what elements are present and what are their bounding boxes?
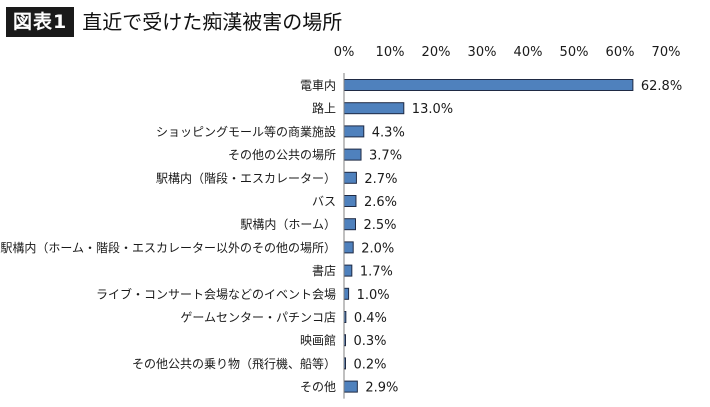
category-label: その他の公共の場所 [228,148,336,162]
bar [343,241,354,254]
data-label: 1.7% [360,265,393,280]
category-label: 書店 [312,264,336,278]
bar [343,102,405,115]
category-label: 駅構内（ホーム・階段・エスカレーター以外のその他の場所） [0,240,336,255]
x-tick-label: 40% [514,45,543,60]
category-label: その他公共の乗り物（飛行機、船等） [132,356,336,371]
data-label: 2.7% [364,172,397,187]
data-label: 1.0% [357,288,390,303]
bar [343,171,357,184]
x-tick-label: 30% [468,45,497,60]
data-label: 3.7% [369,149,402,164]
x-tick-label: 70% [652,45,681,60]
data-label: 2.9% [365,381,398,396]
category-label: ショッピングモール等の商業施設 [156,124,336,139]
data-label: 0.4% [354,311,387,326]
x-tick-label: 20% [422,45,451,60]
category-label: 路上 [312,101,336,116]
bar [343,380,358,393]
bar [343,218,356,231]
category-label: ゲームセンター・パチンコ店 [180,311,336,325]
bar [343,287,350,300]
category-label: 映画館 [300,333,336,348]
category-label: 駅構内（ホーム） [240,218,336,232]
chart-title: 直近で受けた痴漢被害の場所 [82,10,343,34]
bar [343,79,634,91]
bar [343,264,353,277]
bar [343,148,362,161]
chart-header: 図表1 直近で受けた痴漢被害の場所 [6,6,342,38]
x-tick-label: 0% [334,45,355,60]
data-label: 62.8% [641,79,682,94]
category-label: その他 [300,380,336,394]
data-label: 0.2% [354,357,387,372]
data-label: 2.5% [364,218,397,233]
data-label: 2.6% [364,195,397,210]
data-label: 13.0% [412,102,453,117]
category-label: 駅構内（階段・エスカレーター） [156,170,336,185]
x-tick-label: 50% [560,45,589,60]
bar [343,125,365,138]
category-label: 電車内 [300,79,336,93]
category-label: バス [312,195,336,209]
bar [343,195,357,207]
data-label: 2.0% [361,241,394,256]
figure-badge: 図表1 [6,7,75,37]
category-label: ライブ・コンサート会場などのイベント会場 [96,286,336,301]
x-tick-label: 10% [376,45,405,60]
data-label: 4.3% [372,125,405,140]
x-tick-label: 60% [606,45,635,60]
data-label: 0.3% [354,334,387,349]
